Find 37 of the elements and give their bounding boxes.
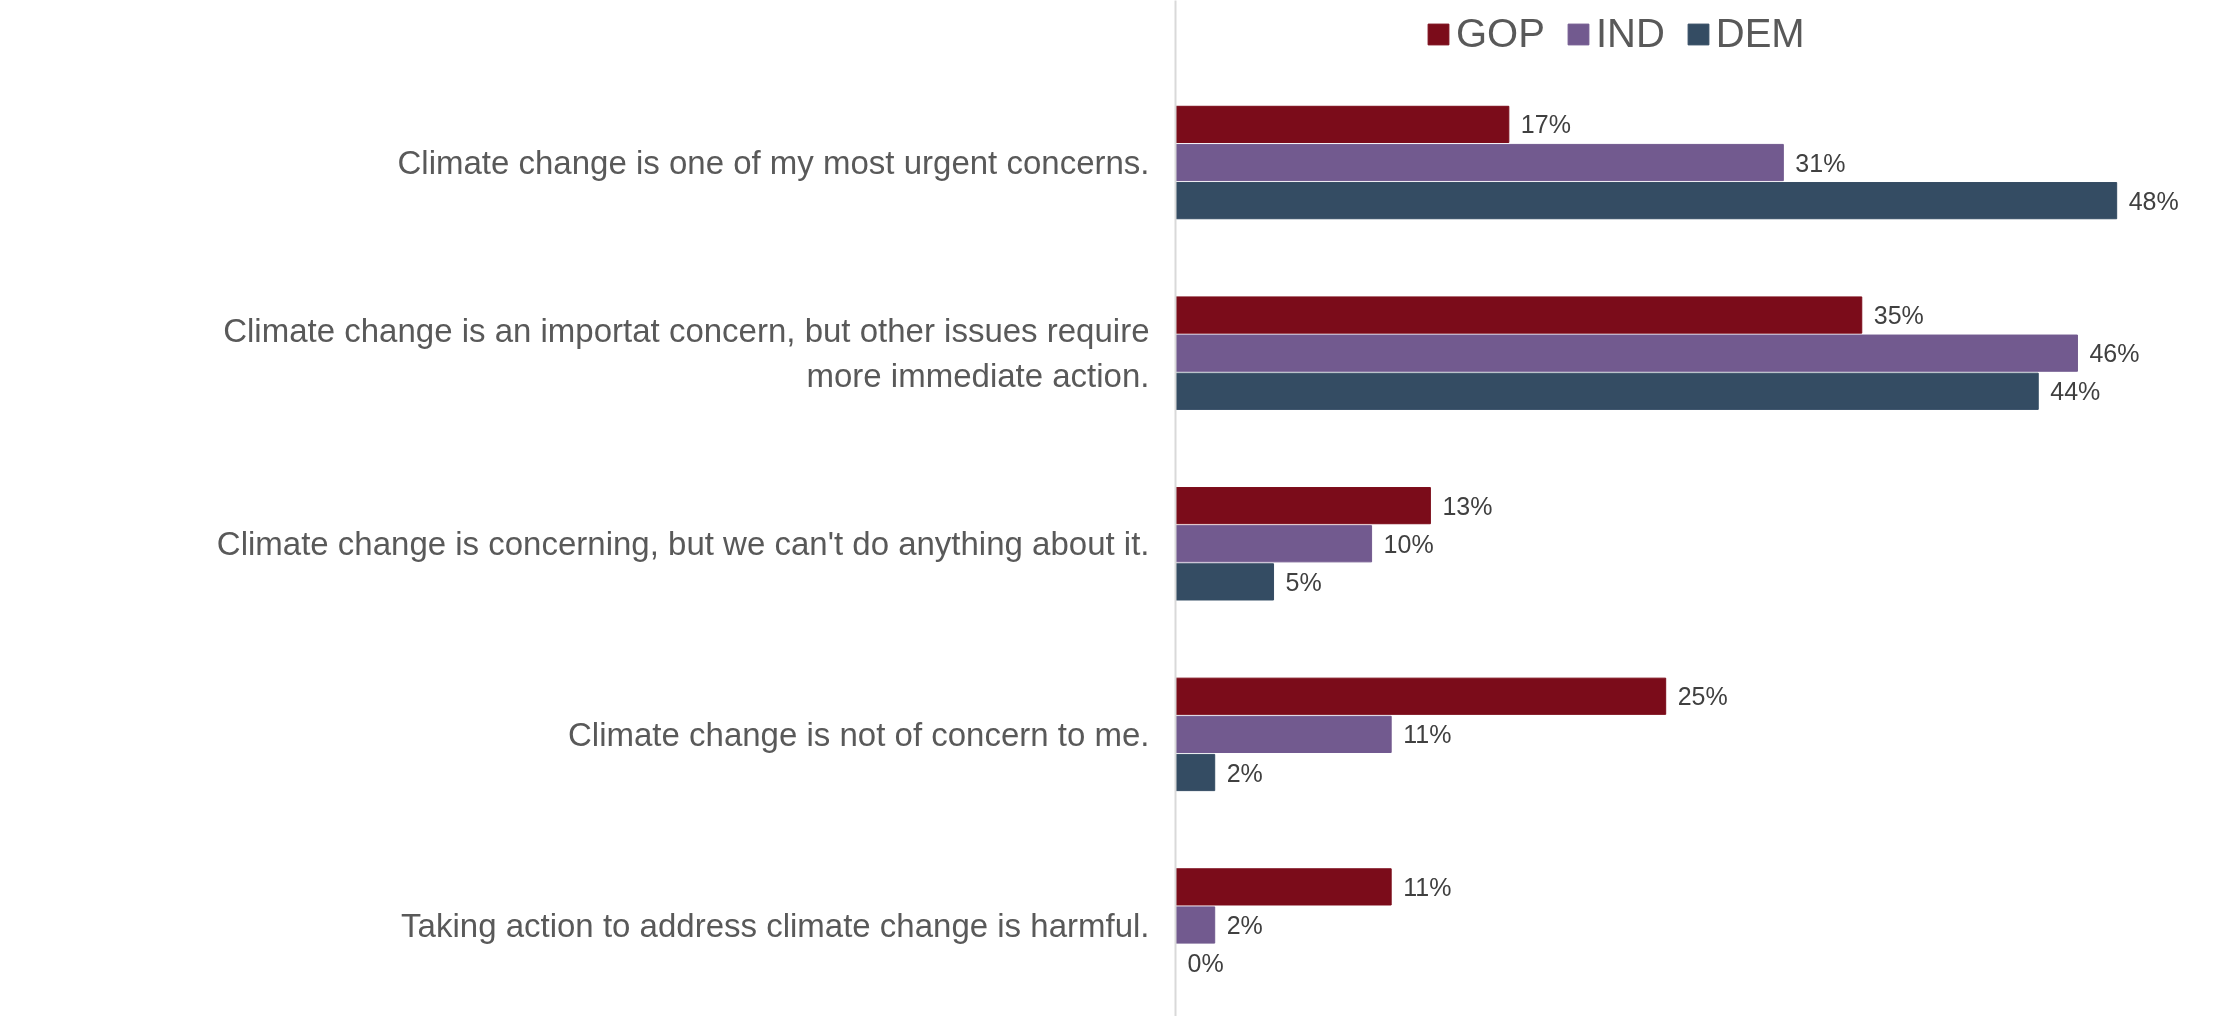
y-tick-label: Climate change is one of my most urgent concerns. xyxy=(397,144,1150,182)
data-label: 46% xyxy=(2089,339,2140,368)
data-label: 2% xyxy=(1226,911,1263,939)
bar xyxy=(1175,868,1392,906)
bar xyxy=(1175,715,1392,753)
bar xyxy=(1175,563,1275,601)
data-label: 25% xyxy=(1677,682,1728,711)
bar xyxy=(1175,753,1216,792)
legend-label: IND xyxy=(1595,11,1665,56)
data-label: 0% xyxy=(1187,949,1224,978)
data-label: 13% xyxy=(1442,491,1493,520)
bar xyxy=(1175,143,1784,182)
data-label: 5% xyxy=(1285,567,1322,596)
y-tick-label: Climate change is an importat concern, but other issues require more immediate action. xyxy=(223,312,1150,394)
bar xyxy=(1175,677,1667,715)
legend-label: DEM xyxy=(1715,11,1805,56)
legend-label: GOP xyxy=(1456,11,1545,56)
data-label: 2% xyxy=(1226,758,1263,787)
data-label: 48% xyxy=(2128,186,2179,215)
bar xyxy=(1175,487,1431,525)
data-label: 10% xyxy=(1383,529,1434,558)
bar xyxy=(1175,372,2039,410)
bar xyxy=(1175,525,1373,563)
y-tick-label: Taking action to address climate change is harmful. xyxy=(401,906,1150,944)
data-label: 11% xyxy=(1403,720,1452,749)
data-label: 31% xyxy=(1795,148,1846,177)
bar xyxy=(1175,182,2118,220)
data-label: 17% xyxy=(1520,110,1571,139)
data-label: 44% xyxy=(2050,377,2101,406)
y-tick-label: Climate change is concerning, but we can't do anything about it. xyxy=(216,525,1150,563)
bar xyxy=(1175,296,1863,334)
bar xyxy=(1175,105,1510,144)
data-label: 11% xyxy=(1403,872,1452,901)
bar xyxy=(1175,906,1216,944)
data-label: 35% xyxy=(1873,301,1924,330)
bar xyxy=(1175,334,2078,372)
y-tick-label: Climate change is not of concern to me. xyxy=(568,715,1150,753)
